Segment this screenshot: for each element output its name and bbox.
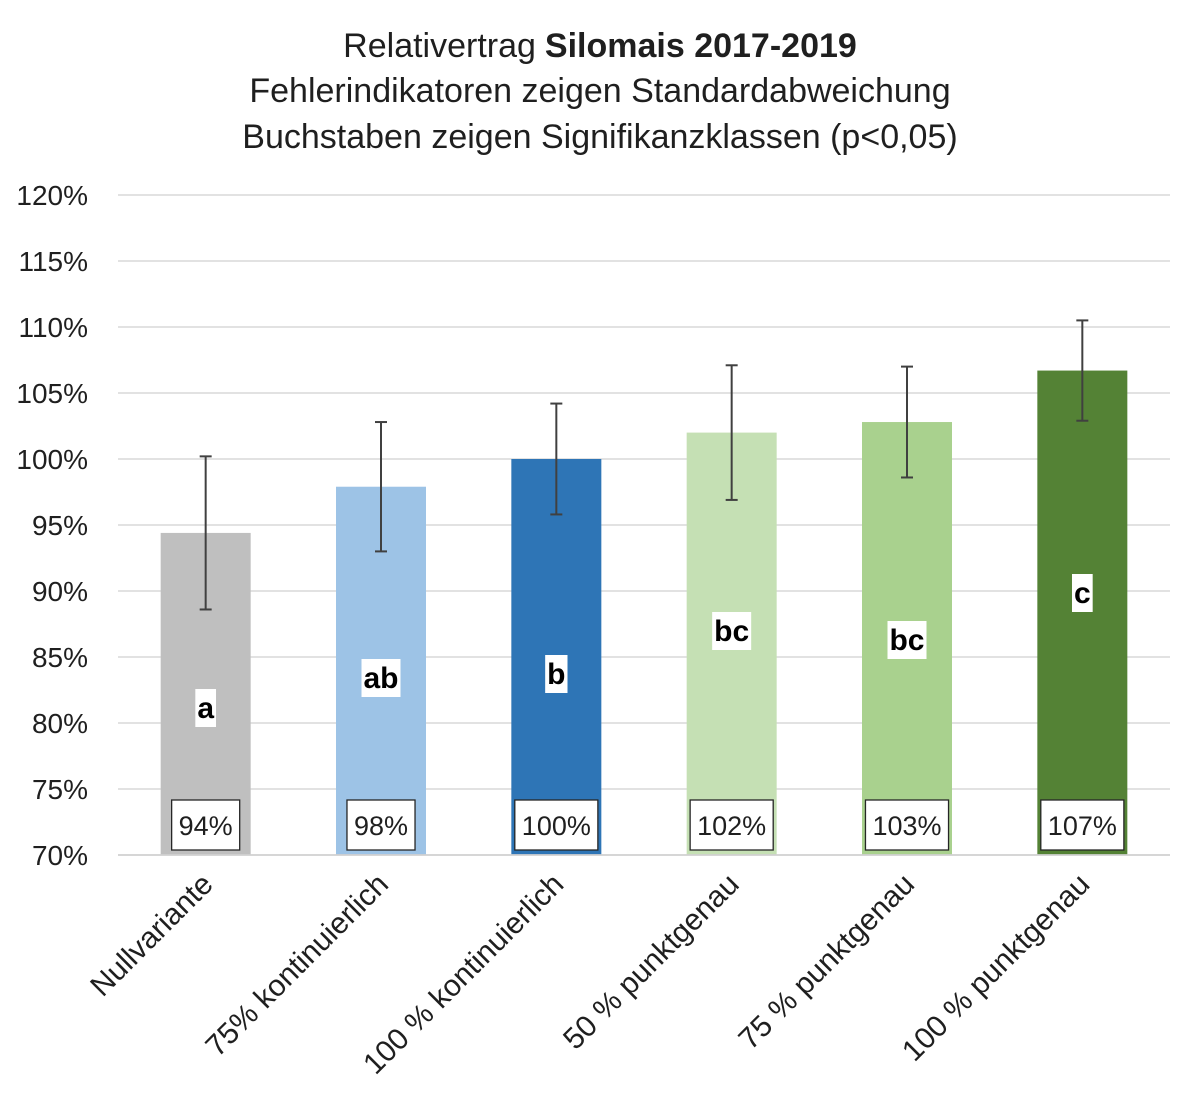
y-tick-label-100: 100% (16, 444, 88, 475)
significance-label-3-text: b (547, 658, 565, 691)
significance-label-1-text: a (197, 692, 214, 725)
data-label-4: 102% (689, 799, 774, 851)
significance-label-6: c (1071, 574, 1093, 612)
significance-label-2-box (361, 659, 401, 697)
chart-title-text: Relativertrag (343, 27, 536, 65)
y-tick-label-110: 110% (18, 312, 88, 343)
data-label-1-box (170, 799, 241, 851)
y-axis-tick-labels: 70% 75% 80% 85% 90% 95% 100% 105% 110% 115% 120% (16, 180, 88, 871)
significance-label-4-box (712, 612, 752, 650)
significance-label-6-box (1071, 574, 1093, 612)
error-bar-5 (901, 365, 913, 479)
significance-label-4: bc (712, 612, 752, 650)
data-label-6-box (1040, 799, 1125, 851)
data-label-6-text: 107% (1048, 811, 1117, 841)
significance-label-1-box (195, 689, 217, 727)
data-label-2: 98% (346, 799, 416, 851)
data-label-4-box (689, 799, 774, 851)
significance-label-5: bc (887, 621, 927, 659)
data-label-1: 94% (170, 799, 241, 851)
error-bar-4 (725, 364, 738, 501)
error-bar-2 (375, 421, 387, 553)
y-tick-label-120: 120% (16, 180, 88, 211)
data-label-3: 100% (514, 799, 599, 851)
error-bar-6 (1076, 319, 1089, 422)
y-tick-label-90: 90% (32, 576, 88, 607)
significance-label-4-text: bc (714, 615, 749, 648)
significance-label-3: b (545, 655, 568, 693)
significance-label-2-text: ab (363, 662, 398, 695)
data-label-4-text: 102% (697, 811, 766, 841)
chart-title: Relativertrag Silomais 2017-2019 (343, 27, 857, 65)
data-label-3-text: 100% (522, 811, 591, 841)
y-tick-label-75: 75% (32, 774, 88, 805)
data-label-1-text: 94% (179, 811, 233, 841)
y-tick-label-80: 80% (32, 708, 88, 739)
y-tick-label-70: 70% (32, 840, 88, 871)
significance-label-1: a (195, 689, 217, 727)
data-label-6: 107% (1040, 799, 1125, 851)
significance-label-2: ab (361, 659, 401, 697)
error-bar-1 (199, 455, 212, 611)
bar-6 (1037, 370, 1128, 855)
chart-subtitle-line-1: Fehlerindikatoren zeigen Standardabweich… (249, 72, 950, 110)
data-label-5-box (864, 799, 950, 851)
chart-subtitle-line-2: Buchstaben zeigen Signifikanzklassen (p<… (242, 118, 957, 156)
data-label-5-text: 103% (872, 811, 941, 841)
significance-label-5-text: bc (889, 624, 924, 657)
error-bar-3 (550, 402, 563, 516)
y-tick-label-95: 95% (32, 510, 88, 541)
significance-label-3-box (545, 655, 568, 693)
significance-labels: a ab b bc bc c (195, 574, 1093, 727)
chart-title-bold-text: Silomais 2017-2019 (545, 27, 857, 65)
data-label-2-text: 98% (354, 811, 408, 841)
data-label-5: 103% (864, 799, 950, 851)
data-label-2-box (346, 799, 416, 851)
y-tick-label-105: 105% (16, 378, 88, 409)
error-bars (199, 319, 1089, 611)
gridlines (118, 194, 1170, 790)
y-tick-label-115: 115% (18, 246, 88, 277)
significance-label-5-box (887, 621, 927, 659)
data-label-3-box (514, 799, 599, 851)
data-labels: 94% 98% 100% 102% 103% 107% (170, 799, 1125, 851)
y-tick-label-85: 85% (32, 642, 88, 673)
significance-label-6-text: c (1074, 577, 1091, 610)
